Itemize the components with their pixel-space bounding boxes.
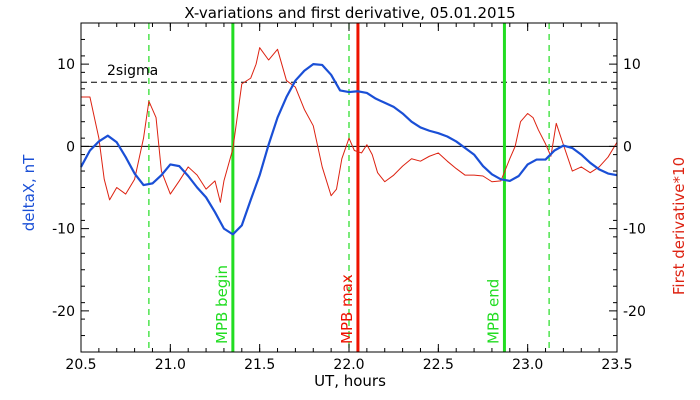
marker-labels: MPB begin MPB max MPB end [213,265,503,344]
axis-ticks: 20.5 21.0 21.5 22.0 22.5 23.0 23.5 10 10 0 0 -10 -10… [52,22,646,373]
marker-label-1: MPB begin [213,265,231,344]
marker-label-4: MPB end [484,279,502,344]
x-tick-label-3: 22.0 [333,357,364,373]
y-tick-label-right-3: -20 [623,304,646,320]
y-axis-label-right: First derivative*10 [670,157,688,295]
y-tick-label-right-1: 0 [623,139,632,155]
x-tick-label-4: 22.5 [423,357,454,373]
y-axis-label-left: deltaX, nT [20,154,38,231]
threshold-label: 2sigma [107,63,158,79]
y-tick-label-left-0: 10 [57,57,75,73]
y-tick-label-left-2: -10 [52,222,75,238]
x-axis-label: UT, hours [314,372,386,390]
marker-label-3: MPB max [338,274,356,344]
x-tick-label-0: 20.5 [65,357,96,373]
x-tick-label-2: 21.5 [244,357,275,373]
vertical-markers [148,23,550,352]
chart-title: X-variations and first derivative, 05.01… [184,4,515,22]
series-line-0 [80,63,618,236]
y-tick-label-right-0: 10 [623,57,641,73]
series-layer [80,47,618,236]
x-tick-label-1: 21.0 [155,357,186,373]
series-line-1 [81,47,618,203]
y-tick-label-right-2: -10 [623,222,646,238]
y-tick-label-left-3: -20 [52,304,75,320]
x-tick-label-5: 23.0 [512,357,543,373]
y-tick-label-left-1: 0 [66,139,75,155]
x-tick-label-6: 23.5 [601,357,632,373]
